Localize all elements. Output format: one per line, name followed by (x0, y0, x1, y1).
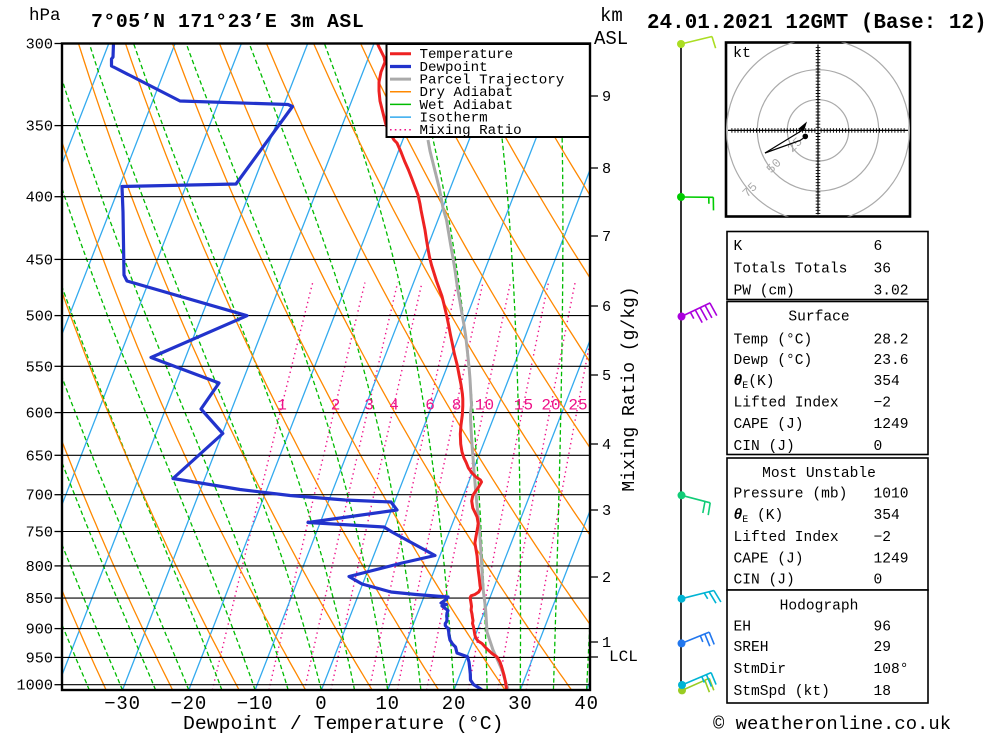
svg-text:Mixing Ratio (g/kg): Mixing Ratio (g/kg) (620, 286, 640, 491)
svg-text:Surface: Surface (788, 310, 849, 326)
svg-text:2: 2 (602, 569, 611, 587)
svg-text:© weatheronline.co.uk: © weatheronline.co.uk (713, 713, 951, 733)
svg-text:Temp (°C): Temp (°C) (734, 333, 813, 349)
svg-text:4: 4 (389, 397, 399, 415)
svg-text:Most Unstable: Most Unstable (762, 466, 876, 482)
svg-text:20: 20 (442, 693, 466, 715)
svg-text:350: 350 (26, 118, 53, 136)
svg-text:PW (cm): PW (cm) (734, 284, 795, 300)
svg-text:kt: kt (733, 45, 751, 62)
svg-text:36: 36 (874, 262, 892, 278)
svg-text:450: 450 (26, 251, 53, 269)
svg-text:LCL: LCL (609, 648, 638, 666)
svg-text:StmDir: StmDir (734, 662, 787, 678)
svg-text:900: 900 (26, 621, 53, 639)
svg-text:950: 950 (26, 649, 53, 667)
svg-text:3.02: 3.02 (874, 284, 909, 300)
svg-text:108°: 108° (874, 662, 909, 678)
svg-text:23.6: 23.6 (874, 353, 909, 369)
svg-text:300: 300 (26, 36, 53, 54)
svg-text:0: 0 (874, 573, 883, 589)
svg-text:−2: −2 (874, 530, 892, 546)
svg-text:1000: 1000 (17, 677, 53, 695)
svg-text:354: 354 (874, 508, 901, 524)
svg-text:750: 750 (26, 524, 53, 542)
svg-text:500: 500 (26, 308, 53, 326)
svg-text:9: 9 (602, 88, 611, 106)
svg-text:3: 3 (364, 397, 374, 415)
svg-text:θE (K): θE (K) (734, 508, 784, 526)
svg-text:7: 7 (602, 228, 611, 246)
svg-text:29: 29 (874, 640, 892, 656)
svg-text:800: 800 (26, 558, 53, 576)
svg-text:6: 6 (425, 397, 435, 415)
svg-text:20: 20 (541, 397, 560, 415)
svg-text:24.01.2021 12GMT (Base: 12): 24.01.2021 12GMT (Base: 12) (647, 12, 987, 35)
svg-text:SREH: SREH (734, 640, 769, 656)
svg-text:Dewp (°C): Dewp (°C) (734, 353, 813, 369)
svg-text:6: 6 (874, 239, 883, 255)
svg-text:8: 8 (602, 160, 611, 178)
svg-text:Mixing Ratio: Mixing Ratio (420, 123, 522, 139)
svg-text:−2: −2 (874, 396, 892, 412)
svg-text:850: 850 (26, 590, 53, 608)
svg-text:2: 2 (331, 397, 341, 415)
svg-text:5: 5 (602, 367, 611, 385)
svg-text:hPa: hPa (29, 6, 61, 26)
svg-text:700: 700 (26, 487, 53, 505)
svg-text:6: 6 (602, 298, 611, 316)
svg-text:8: 8 (452, 397, 462, 415)
svg-text:400: 400 (26, 189, 53, 207)
svg-text:40: 40 (574, 693, 598, 715)
svg-text:600: 600 (26, 405, 53, 423)
svg-text:7°05’N 171°23’E 3m ASL: 7°05’N 171°23’E 3m ASL (91, 11, 364, 33)
svg-text:StmSpd (kt): StmSpd (kt) (734, 684, 830, 700)
svg-text:25: 25 (568, 397, 587, 415)
svg-text:km: km (600, 5, 623, 27)
svg-text:550: 550 (26, 358, 53, 376)
svg-text:Pressure (mb): Pressure (mb) (734, 487, 848, 503)
svg-text:96: 96 (874, 620, 892, 636)
svg-text:1249: 1249 (874, 417, 909, 433)
svg-text:3: 3 (602, 502, 611, 520)
svg-text:1249: 1249 (874, 552, 909, 568)
svg-text:−30: −30 (104, 693, 141, 715)
svg-text:10: 10 (375, 693, 399, 715)
svg-text:650: 650 (26, 447, 53, 465)
svg-text:Totals Totals: Totals Totals (734, 262, 848, 278)
svg-text:θE(K): θE(K) (734, 374, 775, 392)
svg-text:K: K (734, 239, 743, 255)
svg-text:1010: 1010 (874, 487, 909, 503)
svg-text:EH: EH (734, 620, 752, 636)
svg-text:ASL: ASL (594, 28, 628, 50)
svg-text:−10: −10 (237, 693, 274, 715)
svg-text:10: 10 (475, 397, 494, 415)
svg-text:0: 0 (874, 439, 883, 455)
svg-text:15: 15 (514, 397, 533, 415)
svg-text:28.2: 28.2 (874, 333, 909, 349)
svg-text:354: 354 (874, 374, 901, 390)
svg-text:CAPE (J): CAPE (J) (734, 552, 804, 568)
svg-text:30: 30 (508, 693, 532, 715)
svg-text:18: 18 (874, 684, 892, 700)
svg-text:Hodograph: Hodograph (780, 599, 859, 615)
svg-text:Lifted Index: Lifted Index (734, 530, 839, 546)
svg-text:CIN (J): CIN (J) (734, 573, 795, 589)
svg-text:Dewpoint / Temperature (°C): Dewpoint / Temperature (°C) (183, 713, 504, 733)
svg-text:−20: −20 (170, 693, 207, 715)
svg-text:CIN (J): CIN (J) (734, 439, 795, 455)
svg-text:0: 0 (315, 693, 327, 715)
svg-text:1: 1 (277, 397, 287, 415)
svg-text:CAPE (J): CAPE (J) (734, 417, 804, 433)
svg-text:4: 4 (602, 436, 611, 454)
svg-text:Lifted Index: Lifted Index (734, 396, 839, 412)
